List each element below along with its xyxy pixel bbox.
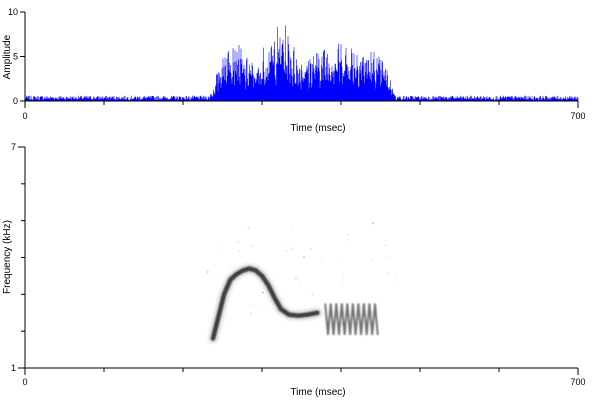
spectrogram-speck: [290, 247, 293, 250]
spectrogram-speck: [347, 234, 349, 236]
spectrogram-y-tick-label: 7: [11, 142, 16, 152]
spectrogram-speck: [386, 272, 388, 274]
spectrogram-x-tick-label: 0: [22, 377, 27, 387]
spectrogram-speck: [338, 258, 340, 260]
waveform-x-axis-label: Time (msec): [290, 123, 345, 134]
spectrogram-speck: [279, 241, 281, 243]
spectrogram-speck: [371, 259, 374, 261]
spectrogram-x-tick-label: 700: [570, 377, 585, 387]
spectrogram-speck: [395, 284, 397, 286]
spectrogram-speck: [249, 304, 252, 306]
spectrogram-trill: [324, 303, 379, 335]
spectrogram-speck: [206, 271, 209, 273]
spectrogram-contour: [210, 266, 320, 341]
spectrogram-speck: [226, 316, 227, 318]
spectrogram-speck: [277, 310, 279, 312]
spectrogram-speck: [394, 273, 397, 276]
spectrogram-speck: [285, 250, 287, 252]
spectrogram-speck: [303, 256, 305, 259]
spectrogram-y-axis-label: Frequency (kHz): [2, 220, 13, 294]
spectrogram-speck: [388, 256, 390, 258]
spectrogram-speck: [250, 312, 252, 314]
spectrogram-speck: [291, 228, 293, 230]
spectrogram-speck: [263, 283, 266, 286]
spectrogram-speck: [309, 248, 312, 250]
waveform-x-tick-label: 0: [22, 111, 27, 121]
waveform-y-axis-label: Amplitude: [2, 34, 13, 79]
spectrogram-speck: [346, 239, 349, 241]
spectrogram-speck: [320, 257, 322, 260]
spectrogram-speck: [342, 322, 345, 325]
waveform-x-tick-label: 700: [570, 111, 585, 121]
spectrogram-panel: 0 700 1 7: [11, 142, 586, 387]
spectrogram-speck: [237, 250, 240, 252]
spectrogram-y-tick-label: 1: [11, 363, 16, 373]
spectrogram-x-axis-label: Time (msec): [290, 387, 345, 398]
spectrogram-speck: [358, 314, 360, 316]
waveform-panel: 0 700 0 5 10: [8, 7, 586, 121]
spectrogram-speck: [251, 245, 254, 247]
spectrogram-speck: [311, 293, 314, 296]
spectrogram-speck: [342, 286, 344, 288]
spectrogram-speck: [264, 279, 266, 281]
waveform-y-tick-label: 10: [8, 7, 18, 17]
waveform-y-tick-label: 5: [13, 52, 18, 62]
spectrogram-speck: [342, 274, 344, 276]
waveform-y-tick-label: 0: [13, 96, 18, 106]
spectrogram-speck: [298, 279, 300, 281]
spectrogram-speck: [359, 306, 362, 308]
spectrogram-speck: [372, 222, 375, 225]
spectrogram-speck: [237, 241, 240, 244]
spectrogram-speck: [384, 244, 387, 247]
spectrogram-speck: [295, 278, 297, 280]
spectrogram-speck: [262, 291, 264, 294]
spectrogram-speck: [260, 307, 262, 310]
spectrogram-speck: [354, 318, 356, 321]
spectrogram-speck: [247, 226, 250, 229]
spectrogram-speck: [218, 247, 221, 249]
waveform-trace: [24, 25, 579, 101]
